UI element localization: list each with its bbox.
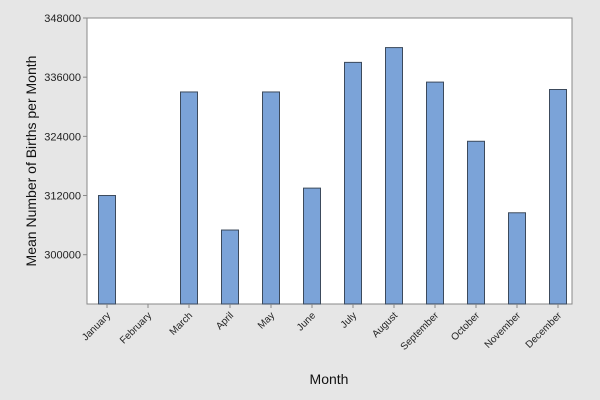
y-tick-label: 312000	[44, 191, 81, 203]
bar-august	[385, 47, 403, 305]
y-axis-title: Mean Number of Births per Month	[23, 56, 39, 267]
x-tick-label: June	[295, 310, 318, 333]
x-tick-label: September	[399, 310, 442, 353]
bar-october	[467, 140, 485, 305]
x-tick-label: November	[483, 310, 524, 351]
bar-may	[262, 91, 280, 305]
bar-december	[549, 89, 567, 305]
y-tick-label: 300000	[44, 250, 81, 262]
x-tick-label: July	[339, 310, 359, 330]
x-tick-label: December	[524, 310, 565, 351]
x-tick-label: August	[370, 310, 400, 340]
bar-july	[344, 61, 362, 305]
bar-april	[221, 229, 239, 305]
bar-january	[98, 195, 116, 305]
plot-area	[86, 17, 573, 305]
x-tick-label: October	[449, 310, 482, 343]
bar-november	[508, 212, 526, 305]
x-axis-title: Month	[310, 371, 349, 387]
y-tick-label: 324000	[44, 131, 81, 143]
x-tick-label: February	[118, 310, 154, 346]
y-tick-label: 336000	[44, 72, 81, 84]
bar-march	[180, 91, 198, 305]
y-axis: 300000 312000 324000 336000 348000	[44, 13, 87, 262]
y-tick-label: 348000	[44, 13, 81, 25]
x-tick-label: April	[214, 310, 236, 332]
x-tick-label: May	[256, 310, 277, 331]
x-tick-label: January	[80, 310, 113, 343]
bar-september	[426, 81, 444, 305]
x-axis: January February March April May June July Augu…	[80, 304, 565, 353]
x-tick-label: March	[168, 310, 195, 337]
bar-june	[303, 187, 321, 305]
